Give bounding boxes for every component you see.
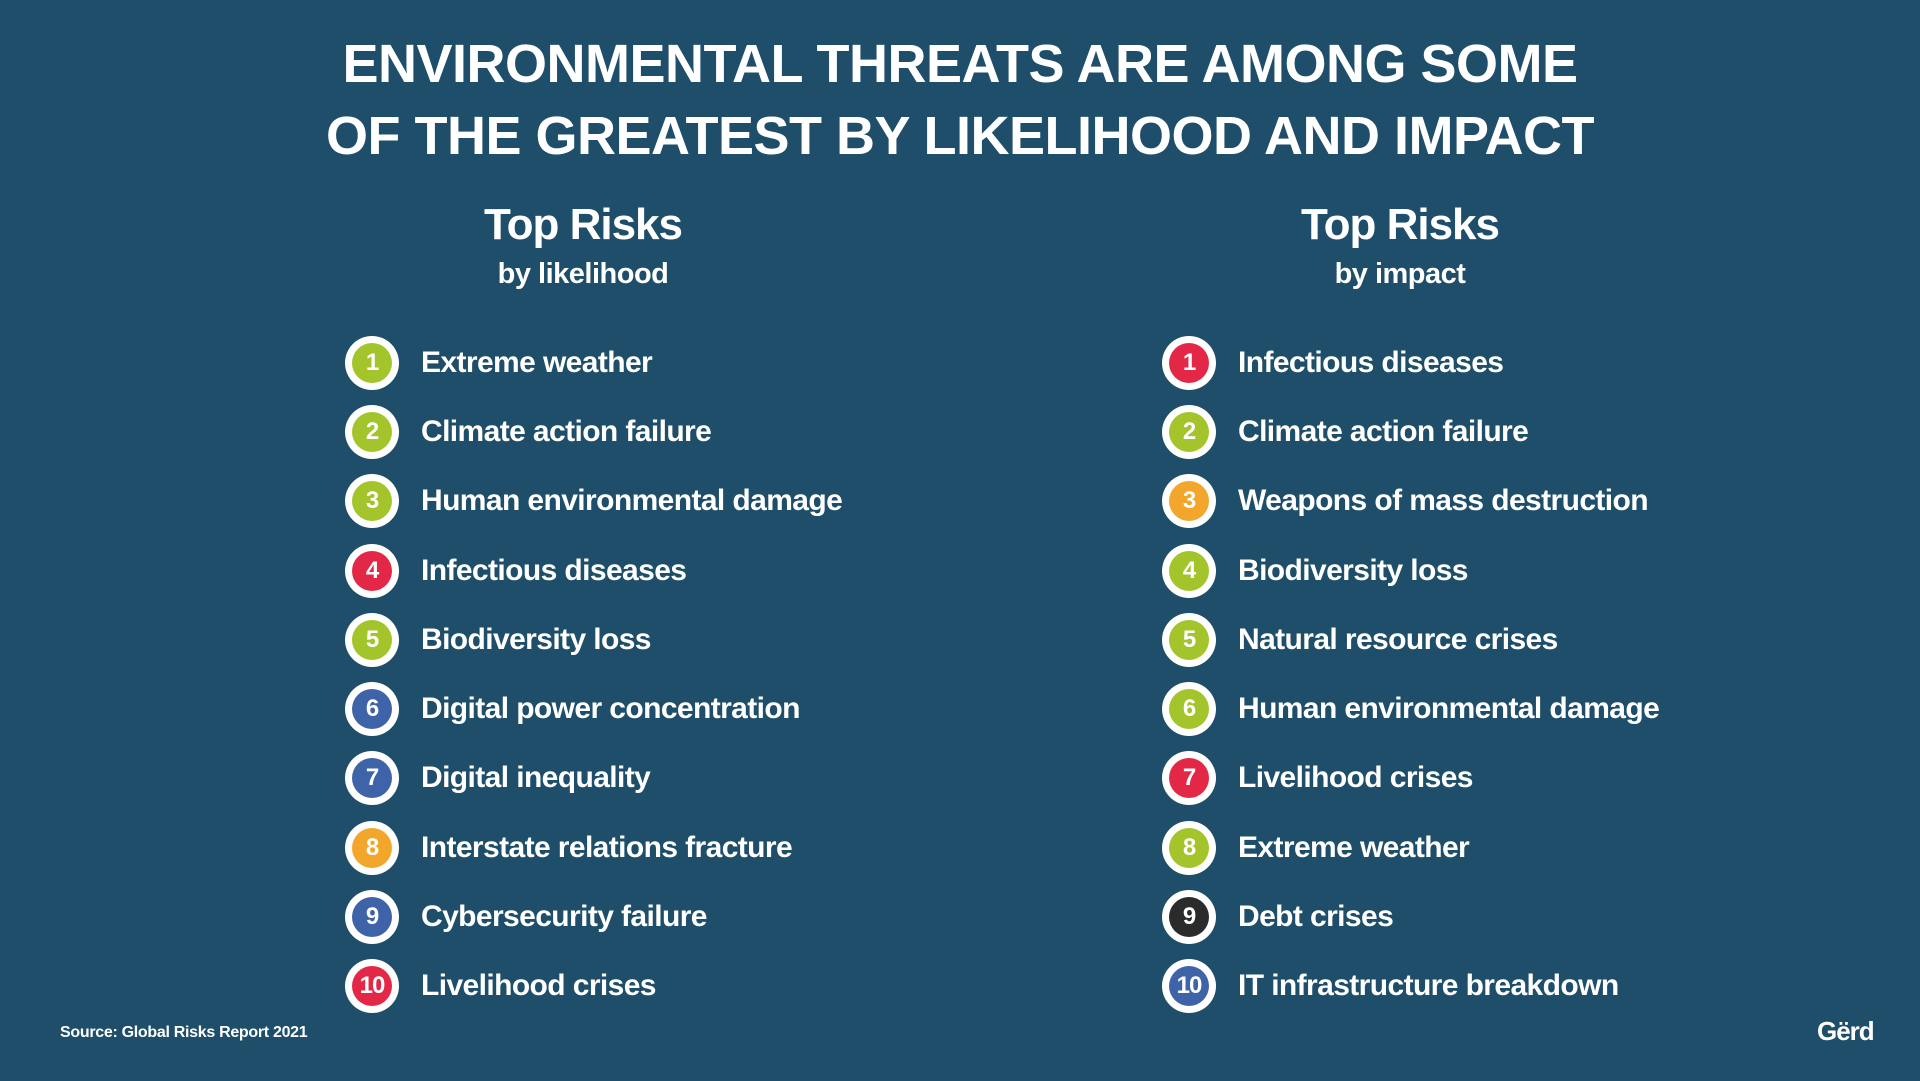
likelihood-title: Top Risks xyxy=(483,200,683,249)
risk-label: Weapons of mass destruction xyxy=(1238,484,1649,518)
risk-label: Interstate relations fracture xyxy=(421,830,793,864)
rank-badge: 5 xyxy=(345,612,399,667)
rank-badge: 3 xyxy=(1162,474,1216,529)
rank-number: 10 xyxy=(352,966,392,1007)
rank-badge: 10 xyxy=(1162,959,1216,1014)
risk-label: Cybersecurity failure xyxy=(421,900,707,934)
list-item: 5 Biodiversity loss xyxy=(345,605,842,674)
rank-number: 3 xyxy=(1169,481,1209,522)
likelihood-header: Top Risks by likelihood xyxy=(345,198,1105,310)
rank-number: 3 xyxy=(352,481,392,522)
list-item: 7 Digital inequality xyxy=(345,744,842,813)
risk-label: Debt crises xyxy=(1238,900,1394,934)
rank-badge: 9 xyxy=(1162,890,1216,945)
risk-label: Climate action failure xyxy=(421,414,712,448)
risk-label: Biodiversity loss xyxy=(1238,553,1468,587)
impact-column: Top Risks by impact 1 Infectious diseases… xyxy=(1162,198,1920,1014)
risk-label: Livelihood crises xyxy=(421,969,656,1003)
risk-label: Climate action failure xyxy=(1238,414,1529,448)
risk-label: Infectious diseases xyxy=(1238,345,1504,379)
rank-number: 2 xyxy=(1169,411,1209,452)
impact-title: Top Risks xyxy=(1300,200,1500,249)
rank-number: 2 xyxy=(352,411,392,452)
rank-badge: 4 xyxy=(1162,543,1216,598)
rank-badge: 1 xyxy=(345,335,399,390)
source-note: Source: Global Risks Report 2021 xyxy=(60,1024,308,1041)
rank-number: 1 xyxy=(1169,342,1209,383)
rank-badge: 6 xyxy=(1162,682,1216,737)
list-item: 10 IT infrastructure breakdown xyxy=(1162,952,1659,1021)
list-item: 8 Interstate relations fracture xyxy=(345,813,842,882)
risk-label: Human environmental damage xyxy=(1238,692,1660,726)
list-item: 6 Human environmental damage xyxy=(1162,674,1660,743)
rank-number: 9 xyxy=(352,897,392,938)
rank-number: 7 xyxy=(1169,758,1209,799)
likelihood-column: Top Risks by likelihood 1 Extreme weather… xyxy=(345,198,1105,1014)
rank-number: 8 xyxy=(352,827,392,868)
list-item: 6 Digital power concentration xyxy=(345,674,842,743)
list-item: 2 Climate action failure xyxy=(1162,397,1659,466)
risk-label: Livelihood crises xyxy=(1238,761,1473,795)
rank-badge: 6 xyxy=(345,682,399,737)
rank-number: 6 xyxy=(352,689,392,730)
rank-badge: 7 xyxy=(345,751,399,806)
risk-label: Biodiversity loss xyxy=(421,622,651,656)
rank-badge: 5 xyxy=(1162,612,1216,667)
risk-label: Extreme weather xyxy=(1238,830,1470,864)
rank-number: 6 xyxy=(1169,689,1209,730)
list-item: 2 Climate action failure xyxy=(345,397,842,466)
risk-label: Digital power concentration xyxy=(421,692,800,726)
risk-label: Digital inequality xyxy=(421,761,651,795)
brand-logo: Gërd xyxy=(1817,1016,1875,1046)
list-item: 9 Debt crises xyxy=(1162,882,1659,951)
rank-badge: 8 xyxy=(345,820,399,875)
rank-number: 4 xyxy=(1169,550,1209,591)
list-item: 1 Extreme weather xyxy=(345,328,842,397)
rank-number: 7 xyxy=(352,758,392,799)
rank-badge: 7 xyxy=(1162,751,1216,806)
impact-subtitle: by impact xyxy=(1334,258,1466,290)
list-item: 3 Human environmental damage xyxy=(345,467,843,536)
rank-badge: 4 xyxy=(345,543,399,598)
likelihood-risk-list: 1 Extreme weather 2 Climate action failure 3… xyxy=(345,328,843,1021)
page-title-line-1: ENVIRONMENTAL THREATS ARE AMONG SOME xyxy=(342,34,1578,94)
list-item: 10 Livelihood crises xyxy=(345,952,842,1021)
risk-label: IT infrastructure breakdown xyxy=(1238,969,1619,1003)
rank-number: 9 xyxy=(1169,897,1209,938)
rank-badge: 2 xyxy=(345,404,399,459)
page-title: ENVIRONMENTAL THREATS ARE AMONG SOME OF … xyxy=(0,28,1920,172)
risk-label: Human environmental damage xyxy=(421,484,843,518)
risk-label: Extreme weather xyxy=(421,345,653,379)
page-title-line-2: OF THE GREATEST BY LIKELIHOOD AND IMPACT xyxy=(325,106,1595,166)
list-item: 7 Livelihood crises xyxy=(1162,744,1659,813)
impact-header: Top Risks by impact xyxy=(1162,198,1920,310)
list-item: 5 Natural resource crises xyxy=(1162,605,1659,674)
rank-badge: 9 xyxy=(345,890,399,945)
list-item: 4 Infectious diseases xyxy=(345,536,842,605)
rank-number: 1 xyxy=(352,342,392,383)
list-item: 3 Weapons of mass destruction xyxy=(1162,467,1659,536)
list-item: 9 Cybersecurity failure xyxy=(345,882,842,951)
list-item: 8 Extreme weather xyxy=(1162,813,1659,882)
rank-number: 4 xyxy=(352,550,392,591)
rank-badge: 10 xyxy=(345,959,399,1014)
rank-badge: 1 xyxy=(1162,335,1216,390)
risk-label: Infectious diseases xyxy=(421,553,687,587)
rank-badge: 2 xyxy=(1162,404,1216,459)
likelihood-subtitle: by likelihood xyxy=(497,258,669,290)
rank-badge: 3 xyxy=(345,474,399,529)
rank-number: 8 xyxy=(1169,827,1209,868)
rank-number: 5 xyxy=(352,619,392,660)
list-item: 4 Biodiversity loss xyxy=(1162,536,1659,605)
rank-number: 5 xyxy=(1169,619,1209,660)
list-item: 1 Infectious diseases xyxy=(1162,328,1659,397)
rank-badge: 8 xyxy=(1162,820,1216,875)
rank-number: 10 xyxy=(1169,966,1209,1007)
risk-label: Natural resource crises xyxy=(1238,622,1558,656)
impact-risk-list: 1 Infectious diseases 2 Climate action fail… xyxy=(1162,328,1660,1021)
